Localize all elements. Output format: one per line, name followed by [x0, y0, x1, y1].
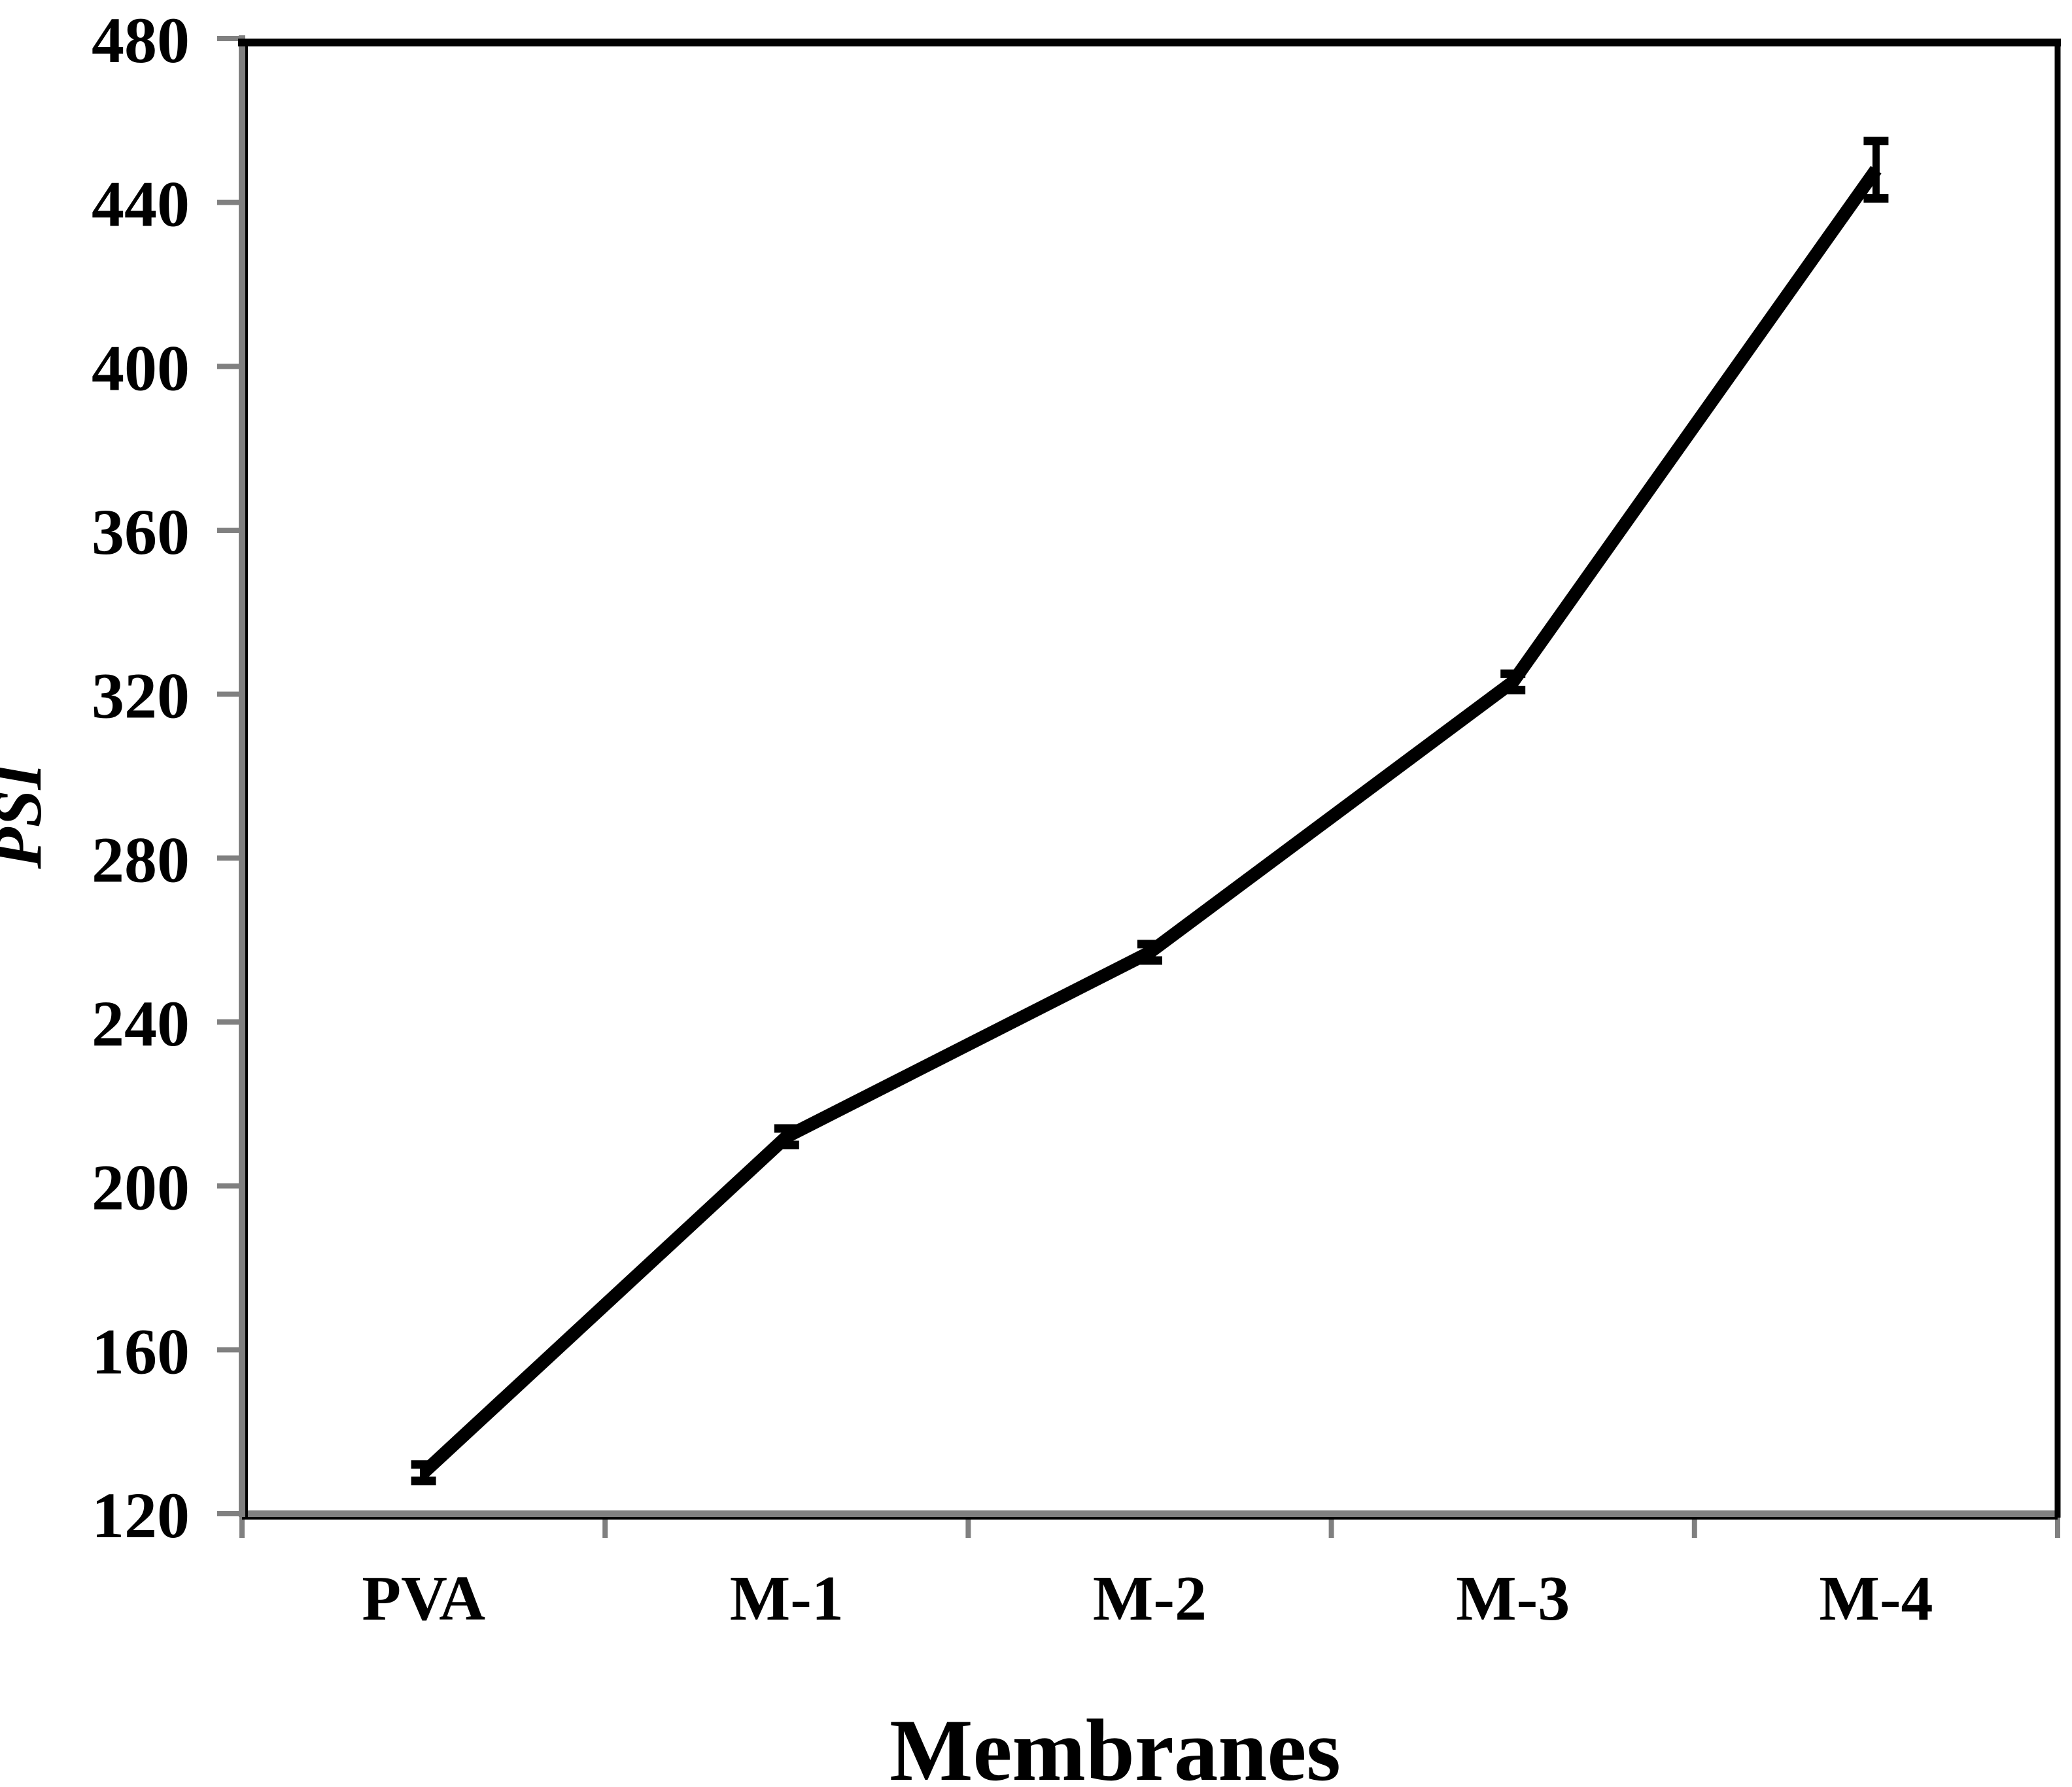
- data-line: [419, 165, 1882, 1478]
- y-axis-title: PSI: [0, 761, 56, 870]
- x-category-label: M-2: [1093, 1563, 1207, 1634]
- y-tick-label: 400: [92, 332, 190, 404]
- y-tick-label: 240: [92, 987, 190, 1060]
- x-category-label: PVA: [362, 1563, 485, 1634]
- y-tick-label: 360: [92, 496, 190, 568]
- y-tick-label: 440: [92, 168, 190, 241]
- x-category-label: M-4: [1819, 1563, 1933, 1634]
- y-tick-label: 200: [92, 1151, 190, 1224]
- y-tick-label: 120: [92, 1479, 190, 1552]
- y-tick-label: 160: [92, 1315, 190, 1387]
- x-category-label: M-3: [1456, 1563, 1570, 1634]
- y-tick-label: 480: [92, 4, 190, 77]
- x-category-label: M-1: [730, 1563, 844, 1634]
- x-axis-title: Membranes: [889, 1702, 1341, 1787]
- plot-area: 120 160 200 240 280 320 360 400 440 480 PVA M-1 M-2 M…: [92, 4, 2061, 1634]
- y-tick-label: 280: [92, 823, 190, 896]
- y-tick-label: 320: [92, 660, 190, 732]
